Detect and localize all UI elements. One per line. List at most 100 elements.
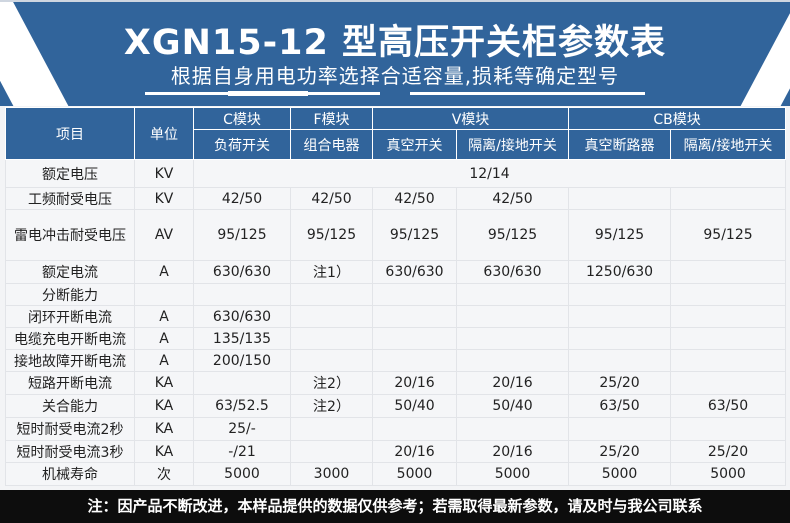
table-row: 额定电流 A 630/630 注1） 630/630 630/630 1250/630: [5, 260, 787, 284]
value-cell: [568, 417, 672, 441]
value-cell: [372, 327, 457, 350]
value-cell: 注2）: [290, 394, 373, 418]
value-cell: 5000: [568, 462, 672, 486]
subcol-header: 真空开关: [372, 129, 457, 160]
row-unit: A: [134, 349, 194, 372]
value-cell: 25/20: [670, 440, 787, 463]
group-header-f: F模块: [290, 107, 373, 130]
value-cell: 630/630: [455, 260, 570, 284]
value-cell: 95/125: [193, 209, 291, 261]
subcol-header: 真空断路器: [568, 129, 672, 160]
value-cell: 注2）: [290, 371, 373, 395]
row-unit: A: [134, 260, 194, 284]
row-unit: [134, 283, 194, 306]
row-label: 雷电冲击耐受电压: [5, 209, 135, 261]
value-cell: 5000: [670, 462, 787, 486]
value-cell: 25/20: [568, 440, 672, 463]
value-cell: [670, 371, 787, 395]
value-cell: [670, 187, 787, 210]
table-row: 工频耐受电压 KV 42/50 42/50 42/50 42/50: [5, 187, 787, 210]
value-cell: [670, 260, 787, 284]
row-label: 闭环开断电流: [5, 305, 135, 328]
row-unit: A: [134, 305, 194, 328]
value-cell: [372, 417, 457, 441]
value-cell: [455, 283, 570, 306]
row-label: 短时耐受电流2秒: [5, 417, 135, 441]
row-label: 分断能力: [5, 283, 135, 306]
value-cell: [455, 305, 570, 328]
table-row: 额定电压 KV 12/14: [5, 159, 787, 188]
value-cell: [193, 283, 291, 306]
value-cell: 42/50: [372, 187, 457, 210]
value-cell: 630/630: [193, 260, 291, 284]
value-cell: 95/125: [372, 209, 457, 261]
value-cell: 95/125: [290, 209, 373, 261]
value-cell: [372, 305, 457, 328]
value-cell: [670, 417, 787, 441]
parameter-table: 项目 单位 C模块 F模块 V模块 CB模块 负荷开关 组合电器 真空开关 隔离…: [5, 107, 787, 486]
value-cell: 63/50: [670, 394, 787, 418]
table-row: 分断能力: [5, 283, 787, 306]
row-label: 机械寿命: [5, 462, 135, 486]
value-cell: [670, 305, 787, 328]
value-cell: [568, 327, 672, 350]
table-row: 关合能力 KA 63/52.5 注2） 50/40 50/40 63/50 63/50: [5, 394, 787, 418]
table-row: 电缆充电开断电流 A 135/135: [5, 327, 787, 350]
table-row: 短路开断电流 KA 注2） 20/16 20/16 25/20: [5, 371, 787, 395]
subcol-header: 组合电器: [290, 129, 373, 160]
row-label: 关合能力: [5, 394, 135, 418]
value-cell: 200/150: [193, 349, 291, 372]
row-unit: KA: [134, 417, 194, 441]
subcol-header: 负荷开关: [193, 129, 291, 160]
row-label: 电缆充电开断电流: [5, 327, 135, 350]
col-header-item: 项目: [5, 107, 135, 160]
row-label: 短路开断电流: [5, 371, 135, 395]
table-row: 雷电冲击耐受电压 AV 95/125 95/125 95/125 95/125 95/125…: [5, 209, 787, 261]
value-cell: 95/125: [670, 209, 787, 261]
value-cell: 630/630: [193, 305, 291, 328]
group-header-cb: CB模块: [568, 107, 787, 130]
table-row: 机械寿命次 5000 3000 5000 5000 5000 5000: [5, 462, 787, 486]
row-unit: KV: [134, 159, 194, 188]
table-row: 接地故障开断电流 A 200/150: [5, 349, 787, 372]
divider: [228, 91, 308, 96]
row-label: 额定电压: [5, 159, 135, 188]
value-cell: [193, 371, 291, 395]
table-row: 短时耐受电流3秒 KA -/21 20/16 20/16 25/20 25/20: [5, 440, 787, 463]
value-cell: 50/40: [455, 394, 570, 418]
value-cell: 42/50: [290, 187, 373, 210]
value-cell: [290, 305, 373, 328]
row-label: 工频耐受电压: [5, 187, 135, 210]
merged-value-cell: 12/14: [192, 159, 787, 188]
value-cell: [372, 283, 457, 306]
value-cell: [290, 283, 373, 306]
value-cell: 5000: [372, 462, 457, 486]
group-header-v: V模块: [371, 107, 570, 130]
value-cell: [670, 283, 787, 306]
title-banner: XGN15-12 型高压开关柜参数表 根据自身用电功率选择合适容量,损耗等确定型…: [0, 0, 790, 106]
value-cell: 630/630: [372, 260, 457, 284]
table-row: 闭环开断电流 A 630/630: [5, 305, 787, 328]
divider: [410, 92, 645, 95]
value-cell: 63/52.5: [193, 394, 291, 418]
subcol-header: 隔离/接地开关: [670, 129, 787, 160]
value-cell: 63/50: [568, 394, 672, 418]
page-title: XGN15-12 型高压开关柜参数表: [123, 23, 667, 63]
value-cell: 42/50: [455, 187, 570, 210]
value-cell: 42/50: [193, 187, 291, 210]
value-cell: [568, 305, 672, 328]
footer-note: 注：因产品不断改进，本样品提供的数据仅供参考；若需取得最新参数，请及时与我公司联…: [0, 490, 790, 523]
row-unit: AV: [134, 209, 194, 261]
value-cell: [290, 440, 373, 463]
value-cell: [455, 327, 570, 350]
value-cell: 20/16: [455, 371, 570, 395]
value-cell: 95/125: [568, 209, 672, 261]
value-cell: 20/16: [455, 440, 570, 463]
value-cell: -/21: [193, 440, 291, 463]
value-cell: [455, 349, 570, 372]
value-cell: 1250/630: [568, 260, 672, 284]
value-cell: 25/-: [193, 417, 291, 441]
value-cell: 20/16: [372, 440, 457, 463]
row-label: 额定电流: [5, 260, 135, 284]
value-cell: [455, 417, 570, 441]
